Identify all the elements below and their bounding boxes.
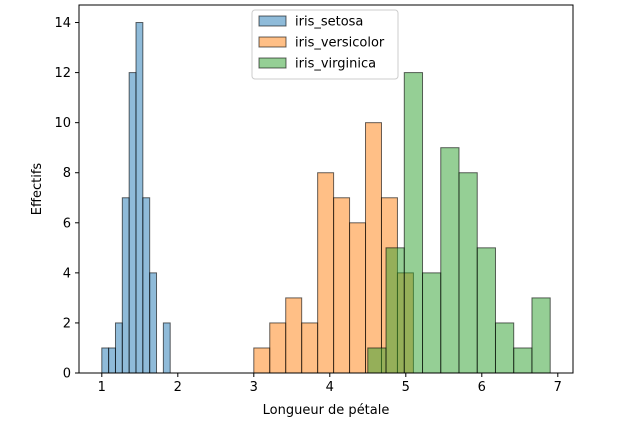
legend-label-iris_virginica: iris_virginica [295, 57, 376, 72]
y-tick-label: 14 [54, 16, 71, 31]
bar-iris_setosa-1 [108, 347, 116, 374]
x-tick-label: 1 [98, 380, 106, 395]
bar-iris_virginica-2 [403, 72, 424, 374]
bar-iris_setosa-0 [101, 347, 110, 374]
y-tick-label: 8 [63, 166, 71, 181]
bar-iris_versicolor-4 [317, 172, 335, 374]
bar-iris_setosa-3 [121, 197, 130, 374]
bar-iris_versicolor-6 [349, 222, 367, 374]
bar-iris_setosa-9 [162, 322, 171, 374]
x-tick-label: 7 [554, 380, 562, 395]
x-tick-label: 4 [326, 380, 334, 395]
x-tick-label: 5 [402, 380, 410, 395]
bar-iris_versicolor-0 [253, 347, 271, 374]
bar-iris_setosa-7 [149, 272, 158, 374]
bar-iris_virginica-3 [422, 272, 442, 374]
bar-iris_virginica-9 [531, 297, 551, 374]
bar-iris_versicolor-5 [333, 197, 351, 374]
legend-swatch-iris_virginica [258, 57, 287, 69]
legend-swatch-iris_setosa [258, 15, 287, 27]
series-iris_virginica [367, 72, 551, 374]
bar-iris_versicolor-3 [301, 322, 319, 374]
legend-label-iris_versicolor: iris_versicolor [295, 36, 385, 51]
x-tick-label: 2 [174, 380, 182, 395]
bar-iris_setosa-6 [142, 197, 151, 374]
bar-iris_virginica-0 [367, 347, 387, 374]
bar-iris_virginica-1 [385, 247, 405, 374]
y-axis-ticks: 0 2 4 6 8 10 12 14 [54, 16, 79, 382]
bar-iris_virginica-6 [476, 247, 496, 374]
x-tick-label: 6 [478, 380, 486, 395]
x-tick-label: 3 [250, 380, 258, 395]
bar-iris_virginica-7 [494, 322, 515, 374]
bar-iris_setosa-5 [135, 22, 144, 374]
bar-iris_setosa-2 [114, 322, 123, 374]
y-axis-label: Effectifs [30, 163, 45, 216]
bar-iris_versicolor-2 [285, 297, 303, 374]
y-tick-label: 6 [63, 216, 71, 231]
legend-label-iris_setosa: iris_setosa [295, 15, 363, 30]
bar-iris_virginica-4 [440, 147, 460, 374]
y-tick-label: 0 [63, 367, 71, 382]
bar-iris_setosa-4 [128, 72, 137, 374]
x-axis-label: Longueur de pétale [263, 403, 390, 418]
y-tick-label: 12 [54, 66, 71, 81]
bar-iris_versicolor-1 [269, 322, 287, 374]
legend-box [251, 9, 399, 80]
y-tick-label: 2 [63, 316, 71, 331]
y-tick-label: 10 [54, 116, 71, 131]
bar-iris_virginica-5 [458, 172, 478, 374]
x-axis-ticks: 1 2 3 4 5 6 7 [98, 373, 562, 395]
axes-frame [78, 4, 574, 374]
bar-iris_virginica-8 [513, 347, 533, 374]
bar-iris_versicolor-7 [365, 122, 382, 374]
legend-swatch-iris_versicolor [258, 36, 287, 48]
y-tick-label: 4 [63, 266, 71, 281]
legend: iris_setosa iris_versicolor iris_virginica [251, 9, 399, 80]
